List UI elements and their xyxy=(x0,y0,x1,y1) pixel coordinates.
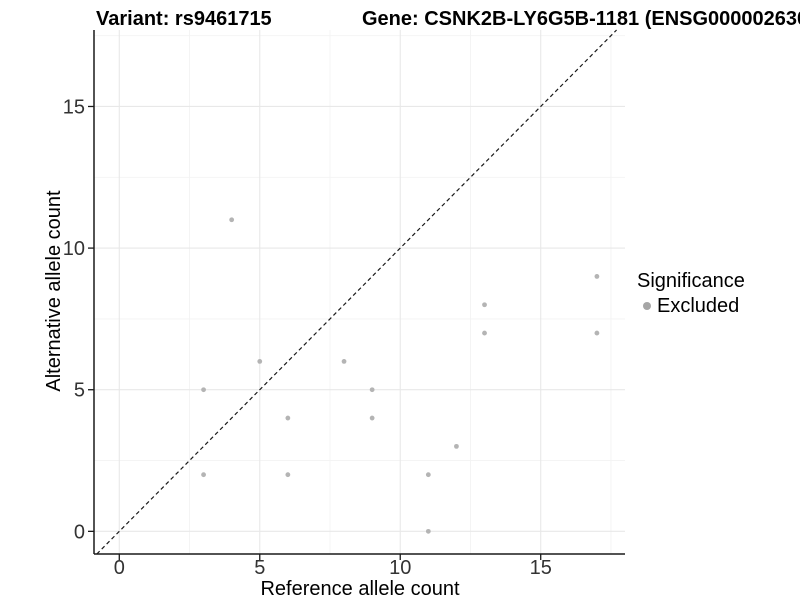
y-tick-label: 15 xyxy=(63,96,85,118)
scatter-point xyxy=(285,472,291,478)
scatter-point xyxy=(425,472,431,478)
variant-title: Variant: rs9461715 xyxy=(96,8,272,30)
scatter-point xyxy=(201,472,206,478)
scatter-point xyxy=(369,387,375,393)
scatter-point xyxy=(201,387,206,393)
scatter-point xyxy=(341,358,347,364)
legend-title: Significance xyxy=(637,270,745,292)
y-tick-label: 5 xyxy=(74,380,85,402)
scatter-point xyxy=(594,274,600,279)
y-tick-label: 10 xyxy=(63,238,85,260)
scatter-point xyxy=(594,330,600,336)
scatter-point xyxy=(482,302,487,308)
scatter-point xyxy=(285,415,291,421)
x-tick-label: 5 xyxy=(254,557,265,579)
scatter-point xyxy=(229,217,235,223)
y-tick-label: 0 xyxy=(74,521,85,543)
identity-line xyxy=(96,29,617,555)
gene-title: Gene: CSNK2B-LY6G5B-1181 (ENSG000002630 xyxy=(362,8,800,30)
x-tick-label: 15 xyxy=(530,557,552,579)
x-tick-label: 10 xyxy=(389,557,411,579)
legend: Significance Excluded xyxy=(637,269,745,318)
x-tick-label: 0 xyxy=(114,557,125,579)
excluded-point-icon xyxy=(643,302,651,310)
scatter-point xyxy=(482,330,487,336)
scatter-point xyxy=(425,528,431,534)
legend-key xyxy=(637,296,657,316)
scatter-point xyxy=(257,358,263,364)
scatter-point xyxy=(454,443,459,449)
scatter-point xyxy=(369,415,375,421)
y-axis-title: Alternative allele count xyxy=(43,190,65,392)
x-axis-title: Reference allele count xyxy=(260,578,460,600)
legend-item-excluded: Excluded xyxy=(637,294,745,318)
legend-item-label: Excluded xyxy=(657,295,740,317)
